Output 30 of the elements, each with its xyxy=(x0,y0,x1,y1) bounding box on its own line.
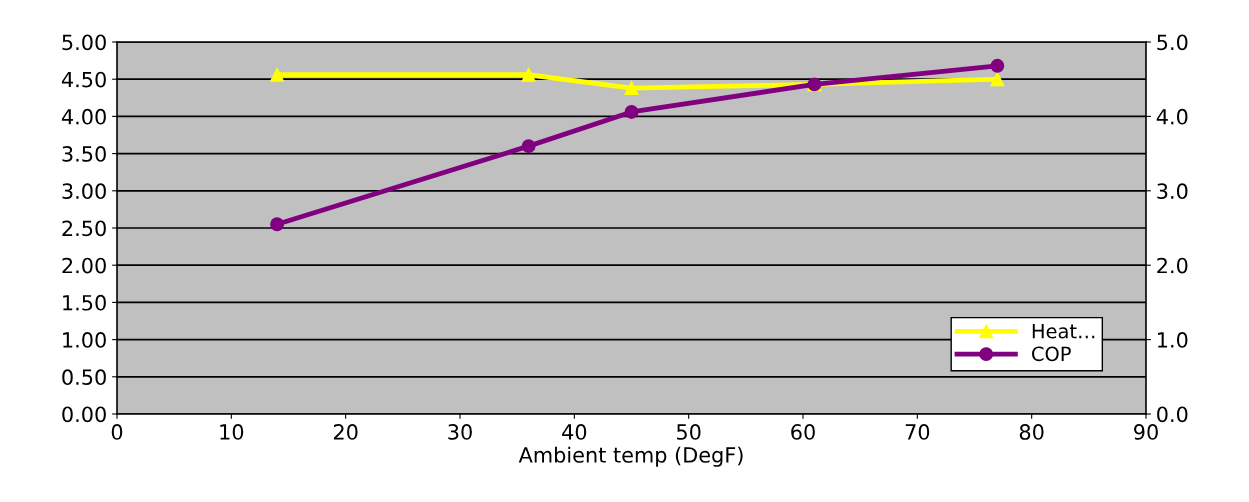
x-tick-label: 70 xyxy=(905,424,930,440)
x-tick-label: 90 xyxy=(1134,424,1158,440)
x-tick-label: 80 xyxy=(1019,424,1044,440)
y2-tick-label: 0.0 xyxy=(1157,406,1188,423)
y-tick-label: 1.00 xyxy=(63,332,106,348)
y-tick-label: 2.50 xyxy=(62,220,106,237)
x-tick-label: 30 xyxy=(448,424,472,440)
x-tick-label: 40 xyxy=(562,424,587,440)
y-tick-label: 0.00 xyxy=(62,406,106,423)
y2-tick-label: 1.0 xyxy=(1158,332,1188,348)
legend-label: COP xyxy=(1032,346,1071,362)
x-tick-label: 20 xyxy=(333,424,358,440)
y-tick-label: 4.50 xyxy=(61,71,106,88)
y2-tick-label: 4.0 xyxy=(1156,108,1188,125)
y-tick-label: 1.50 xyxy=(63,294,106,311)
x-tick-label: 50 xyxy=(677,424,701,440)
y2-tick-label: 3.0 xyxy=(1157,183,1188,200)
x-tick-label: 60 xyxy=(791,424,815,440)
y-tick-label: 0.50 xyxy=(62,369,106,386)
y2-tick-label: 2.0 xyxy=(1157,257,1188,274)
y-tick-label: 3.00 xyxy=(62,183,106,200)
x-tick-label: 0 xyxy=(111,424,123,440)
legend-label: Heat… xyxy=(1032,324,1095,339)
y-tick-label: 3.50 xyxy=(62,146,106,162)
x-tick-label: 10 xyxy=(220,424,244,440)
y-tick-label: 5.00 xyxy=(62,34,106,51)
y-tick-label: 4.00 xyxy=(61,108,106,125)
y-tick-label: 2.00 xyxy=(62,257,106,274)
x-axis-title: Ambient temp (DegF) xyxy=(518,446,743,467)
y2-tick-label: 5.0 xyxy=(1157,34,1188,51)
